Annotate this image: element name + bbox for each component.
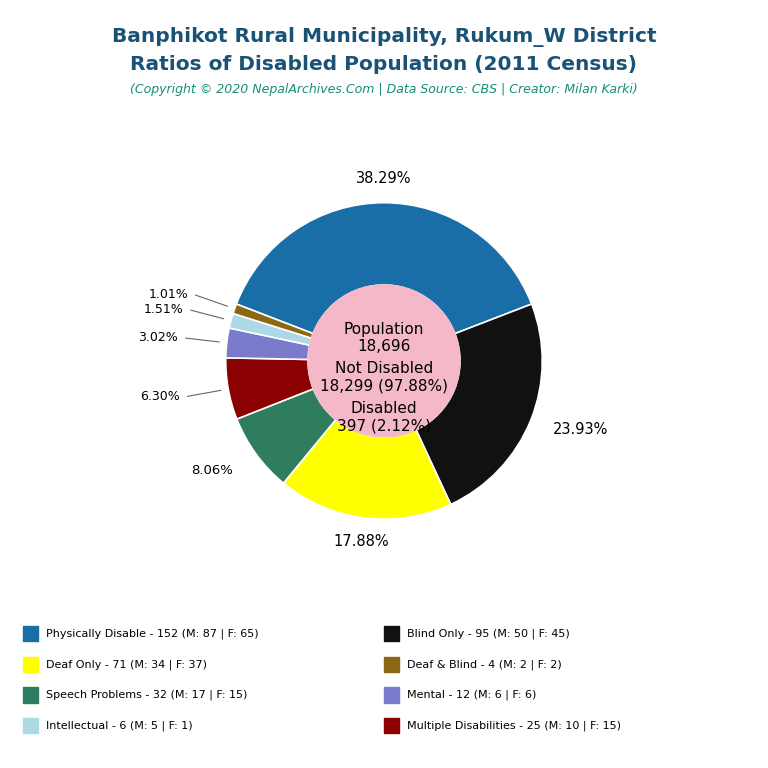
Text: 18,696: 18,696 [357,339,411,354]
Wedge shape [233,304,313,338]
Text: Multiple Disabilities - 25 (M: 10 | F: 15): Multiple Disabilities - 25 (M: 10 | F: 1… [407,720,621,731]
Text: Speech Problems - 32 (M: 17 | F: 15): Speech Problems - 32 (M: 17 | F: 15) [46,690,247,700]
Text: 38.29%: 38.29% [356,171,412,187]
Text: Disabled: Disabled [351,401,417,416]
Text: Banphikot Rural Municipality, Rukum_W District: Banphikot Rural Municipality, Rukum_W Di… [111,27,657,47]
Text: 6.30%: 6.30% [140,390,180,403]
Text: (Copyright © 2020 NepalArchives.Com | Data Source: CBS | Creator: Milan Karki): (Copyright © 2020 NepalArchives.Com | Da… [130,83,638,96]
Text: 397 (2.12%): 397 (2.12%) [337,419,431,433]
Text: Intellectual - 6 (M: 5 | F: 1): Intellectual - 6 (M: 5 | F: 1) [46,720,193,731]
Wedge shape [229,313,312,345]
Text: Blind Only - 95 (M: 50 | F: 45): Blind Only - 95 (M: 50 | F: 45) [407,628,570,639]
Text: 1.01%: 1.01% [148,287,188,300]
Text: Population: Population [344,322,424,337]
Text: Deaf & Blind - 4 (M: 2 | F: 2): Deaf & Blind - 4 (M: 2 | F: 2) [407,659,561,670]
Text: Deaf Only - 71 (M: 34 | F: 37): Deaf Only - 71 (M: 34 | F: 37) [46,659,207,670]
Text: 8.06%: 8.06% [191,465,233,478]
Text: Mental - 12 (M: 6 | F: 6): Mental - 12 (M: 6 | F: 6) [407,690,536,700]
Text: 17.88%: 17.88% [333,534,389,549]
Wedge shape [237,389,336,483]
Text: Ratios of Disabled Population (2011 Census): Ratios of Disabled Population (2011 Cens… [131,55,637,74]
Circle shape [308,285,460,437]
Text: Physically Disable - 152 (M: 87 | F: 65): Physically Disable - 152 (M: 87 | F: 65) [46,628,259,639]
Text: 3.02%: 3.02% [138,331,178,344]
Wedge shape [416,304,542,505]
Wedge shape [237,203,531,333]
Text: 1.51%: 1.51% [144,303,184,316]
Text: Not Disabled: Not Disabled [335,362,433,376]
Text: 23.93%: 23.93% [553,422,608,436]
Wedge shape [226,328,310,359]
Wedge shape [226,358,313,419]
Wedge shape [283,419,451,519]
Text: 18,299 (97.88%): 18,299 (97.88%) [320,379,448,394]
